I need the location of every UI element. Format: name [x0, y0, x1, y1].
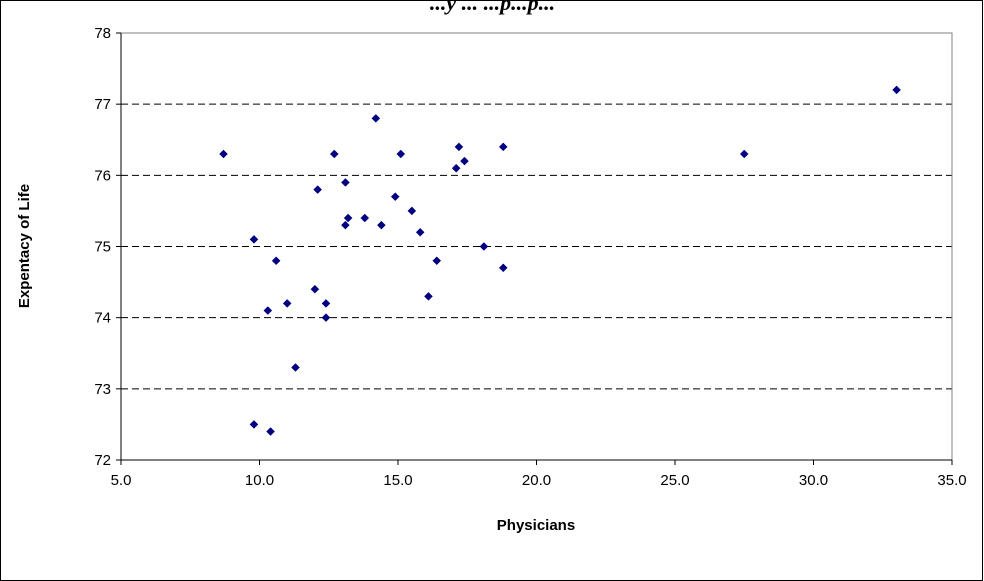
y-tick-label: 73	[94, 381, 111, 398]
y-axis-label: Expentacy of Life	[16, 184, 33, 308]
data-point	[249, 420, 259, 429]
data-point	[415, 227, 425, 237]
x-tick-label: 15.0	[383, 472, 412, 489]
data-point	[282, 299, 292, 308]
data-point	[266, 427, 275, 436]
data-point	[329, 149, 339, 159]
data-point	[313, 185, 323, 194]
data-point	[424, 291, 433, 301]
data-point	[454, 142, 464, 152]
x-tick-label: 10.0	[245, 472, 274, 489]
x-tick-label: 25.0	[660, 472, 689, 489]
data-point	[739, 149, 749, 159]
x-tick-label: 35.0	[937, 472, 966, 489]
data-point	[498, 263, 508, 273]
data-points	[219, 85, 901, 436]
data-point	[291, 363, 300, 372]
y-tick-label: 72	[94, 452, 111, 469]
data-point	[249, 235, 259, 244]
data-point	[396, 149, 406, 159]
axis-ticks: 72 73 74 75 76 77 78 5.0 10.0 15.0 20.0 25.0 30.0 35.…	[94, 25, 966, 489]
x-tick-label: 30.0	[799, 472, 828, 489]
data-point	[479, 242, 489, 251]
grid-lines	[121, 103, 952, 390]
y-tick-label: 78	[94, 25, 111, 42]
x-tick-label: 5.0	[111, 472, 132, 489]
data-point	[263, 306, 273, 315]
x-tick-label: 20.0	[522, 472, 551, 489]
y-tick-label: 76	[94, 167, 111, 184]
data-point	[271, 256, 281, 266]
data-point	[432, 256, 442, 266]
data-point	[451, 163, 461, 173]
data-point	[360, 213, 370, 223]
data-point	[371, 114, 381, 123]
data-point	[310, 284, 320, 294]
y-tick-label: 75	[94, 239, 111, 256]
y-tick-label: 74	[94, 310, 111, 327]
data-point	[460, 156, 469, 166]
data-point	[390, 192, 400, 202]
data-point	[343, 213, 353, 223]
data-point	[407, 206, 417, 216]
data-point	[341, 178, 350, 187]
x-axis-label: Physicians	[497, 517, 575, 534]
data-point	[219, 149, 228, 159]
data-point	[341, 220, 350, 230]
data-point	[498, 142, 508, 152]
data-point	[892, 85, 901, 95]
y-tick-label: 77	[94, 96, 111, 113]
data-point	[377, 220, 386, 230]
chart-title: ...y ... ...p...p...	[429, 0, 556, 15]
data-point	[321, 299, 331, 308]
data-point	[321, 313, 331, 323]
